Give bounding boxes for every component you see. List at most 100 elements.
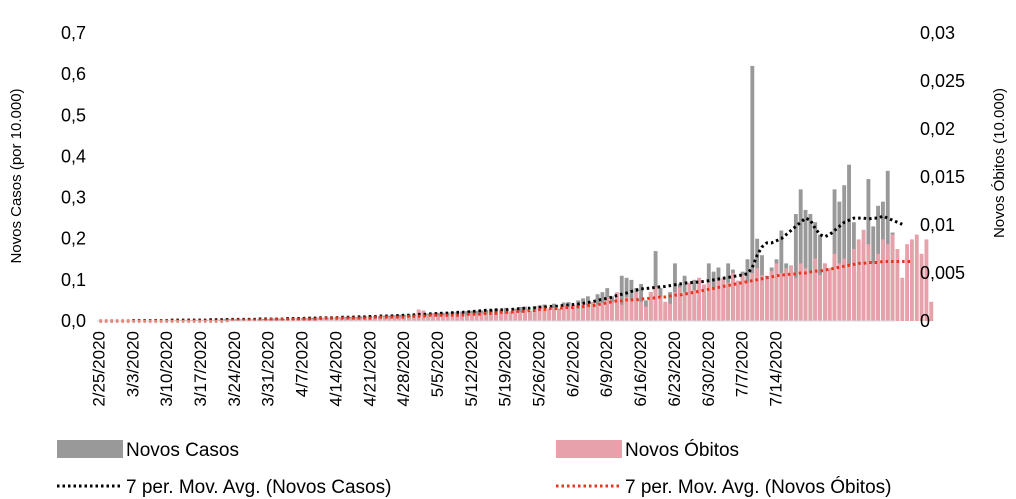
deaths-bar-159: [866, 244, 871, 321]
x-tick-label: 6/2/2020: [563, 331, 582, 397]
deaths-bar-29: [237, 319, 242, 321]
deaths-bar-87: [518, 312, 523, 321]
deaths-bar-112: [639, 301, 644, 321]
cases-bar-145: [798, 189, 803, 321]
cases-bars: [126, 65, 895, 321]
x-tick-label: 5/5/2020: [428, 331, 447, 397]
deaths-bar-72: [445, 316, 450, 321]
x-tick-label: 3/3/2020: [123, 331, 142, 397]
deaths-bar-145: [798, 263, 803, 321]
x-tick-label: 6/9/2020: [597, 331, 616, 397]
deaths-bar-74: [455, 315, 460, 321]
deaths-bar-101: [585, 305, 590, 321]
cases-bar-28: [232, 319, 237, 321]
deaths-bar-98: [571, 304, 576, 321]
x-axis-ticks: 2/25/2020 3/3/2020 3/10/2020 3/17/2020 3/24/…: [89, 331, 785, 407]
deaths-bar-42: [300, 319, 305, 321]
deaths-bar-127: [711, 287, 716, 321]
deaths-bar-122: [687, 282, 692, 321]
deaths-bar-131: [731, 273, 735, 321]
deaths-bar-63: [402, 316, 407, 321]
left-y-tick-label: 0,3: [61, 188, 86, 208]
right-y-tick-label: 0,015: [920, 167, 965, 187]
x-tick-label: 6/16/2020: [631, 331, 650, 407]
x-tick-label: 5/12/2020: [462, 331, 481, 407]
moving-average-lines: [99, 214, 912, 323]
deaths-bar-52: [348, 318, 353, 321]
deaths-bar-102: [590, 301, 595, 321]
cases-bar-147: [808, 214, 813, 321]
x-tick-label: 3/31/2020: [259, 331, 278, 407]
deaths-bar-81: [489, 312, 494, 321]
deaths-bar-133: [740, 274, 745, 321]
deaths-bar-132: [735, 280, 740, 321]
right-y-tick-label: 0: [920, 311, 930, 331]
deaths-bar-166: [900, 277, 905, 321]
deaths-bar-168: [909, 239, 914, 321]
legend-swatch: [556, 440, 622, 458]
legend-swatch: [57, 440, 123, 458]
left-y-axis-ticks: 0,0 0,1 0,2 0,3 0,4 0,5 0,6 0,7: [61, 23, 86, 331]
left-y-tick-label: 0,1: [61, 270, 86, 290]
deaths-bar-121: [682, 292, 687, 321]
deaths-bar-119: [673, 292, 677, 321]
cases-bar-155: [847, 164, 851, 321]
legend-label: 7 per. Mov. Avg. (Novos Óbitos): [625, 476, 891, 498]
deaths-bar-160: [871, 263, 876, 321]
deaths-bar-150: [822, 263, 827, 321]
deaths-bar-80: [484, 314, 489, 321]
x-tick-label: 7/14/2020: [767, 331, 786, 407]
deaths-bar-172: [929, 301, 934, 321]
deaths-bar-109: [624, 297, 629, 321]
deaths-bar-130: [726, 282, 731, 321]
deaths-bar-76: [465, 315, 469, 321]
deaths-bar-111: [634, 292, 639, 321]
deaths-bar-75: [460, 314, 465, 321]
x-tick-label: 5/19/2020: [496, 331, 515, 407]
deaths-bar-37: [276, 319, 281, 321]
deaths-bar-137: [760, 274, 764, 321]
deaths-bar-89: [527, 311, 532, 321]
deaths-bar-84: [503, 313, 508, 321]
deaths-bar-104: [600, 302, 605, 321]
deaths-bar-59: [382, 317, 387, 321]
deaths-bar-142: [784, 268, 789, 321]
deaths-bar-123: [692, 290, 697, 321]
left-y-tick-label: 0,7: [61, 23, 86, 43]
deaths-bar-99: [576, 308, 581, 321]
deaths-bar-95: [556, 309, 561, 321]
deaths-bar-65: [411, 316, 416, 321]
deaths-bar-152: [832, 253, 837, 321]
deaths-bar-169: [914, 234, 919, 321]
right-y-axis-title: Novos Óbitos (10.000): [991, 88, 1008, 238]
deaths-bar-147: [808, 273, 813, 321]
deaths-bar-138: [764, 277, 769, 321]
deaths-bar-171: [924, 239, 929, 321]
deaths-bar-115: [653, 287, 658, 321]
deaths-bar-27: [228, 319, 232, 321]
legend-label: Novos Casos: [126, 440, 239, 461]
deaths-bar-60: [387, 317, 392, 321]
deaths-bar-148: [813, 258, 818, 321]
x-tick-label: 7/7/2020: [733, 331, 752, 397]
deaths-bar-134: [745, 282, 750, 321]
deaths-bar-156: [851, 249, 856, 321]
deaths-bar-107: [614, 292, 619, 321]
deaths-bar-117: [663, 301, 668, 321]
deaths-bar-61: [392, 316, 397, 321]
deaths-bar-57: [373, 317, 378, 321]
left-y-tick-label: 0,4: [61, 146, 86, 166]
deaths-bar-45: [315, 318, 319, 321]
deaths-bar-128: [716, 280, 721, 321]
left-y-tick-label: 0,2: [61, 229, 86, 249]
right-y-axis-ticks: 0 0,005 0,01 0,015 0,02 0,025 0,03: [920, 23, 965, 331]
deaths-bar-106: [610, 301, 615, 321]
deaths-bar-92: [542, 307, 547, 321]
deaths-bar-158: [861, 229, 866, 321]
right-y-tick-label: 0,01: [920, 215, 955, 235]
right-y-tick-label: 0,025: [920, 71, 965, 91]
deaths-bar-153: [837, 263, 842, 321]
right-y-tick-label: 0,03: [920, 23, 955, 43]
deaths-bar-70: [436, 316, 440, 321]
